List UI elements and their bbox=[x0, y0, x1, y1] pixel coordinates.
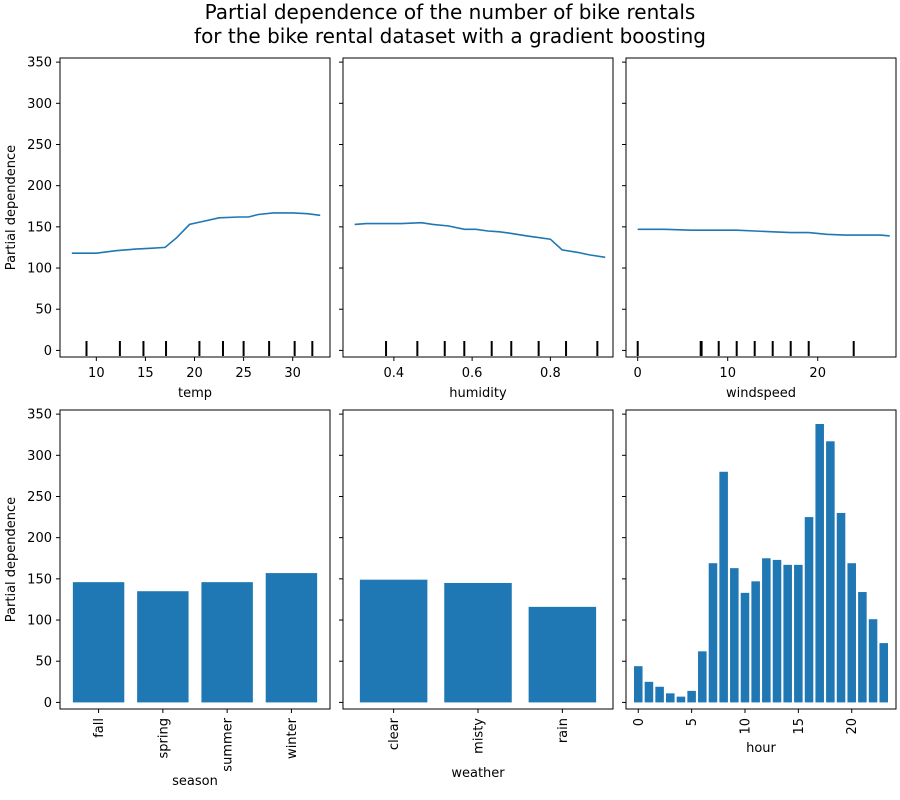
bar-rain bbox=[528, 606, 597, 703]
bar-hour-18 bbox=[826, 441, 835, 703]
axes-frame-1 bbox=[342, 57, 614, 358]
panel-humidity: 0.4 0.6 0.8 humidity bbox=[339, 57, 614, 401]
bar-hour-19 bbox=[836, 512, 846, 703]
title-line-1: Partial dependence of the number of bike… bbox=[204, 0, 696, 24]
y-tick-label-250: 250 bbox=[27, 138, 52, 153]
title-line-2: for the bike rental dataset with a gradi… bbox=[194, 24, 706, 48]
x-tick-label-20: 20 bbox=[845, 718, 860, 735]
y-tick-label-350: 350 bbox=[27, 408, 52, 423]
y-tick-label-250: 250 bbox=[27, 490, 52, 505]
y-tick-label-50: 50 bbox=[35, 303, 52, 318]
bar-hour-23 bbox=[879, 643, 888, 703]
x-axis-label-humidity: humidity bbox=[449, 386, 507, 401]
pd-line-humidity bbox=[354, 221, 606, 259]
x-tick-label-0: 0 bbox=[632, 718, 647, 726]
panel-hour: 0 5 10 15 20 hour bbox=[622, 409, 897, 756]
panel-season: 0 50 100 150 200 250 300 350 fall spring summer win… bbox=[4, 408, 331, 789]
bar-hour-15 bbox=[794, 564, 803, 703]
bar-hour-9 bbox=[730, 568, 739, 703]
bar-hour-5 bbox=[687, 690, 696, 703]
bar-hour-2 bbox=[655, 686, 664, 703]
y-tick-label-200: 200 bbox=[27, 179, 52, 194]
bar-fall bbox=[72, 582, 125, 703]
bar-hour-0 bbox=[634, 666, 643, 703]
bar-hour-10 bbox=[740, 592, 750, 703]
bar-hour-22 bbox=[868, 619, 878, 703]
axes-frame-0 bbox=[59, 57, 331, 358]
x-tick-label-0.4: 0.4 bbox=[384, 366, 405, 381]
bar-hour-3 bbox=[666, 693, 675, 703]
figure-title: Partial dependence of the number of bike… bbox=[0, 0, 900, 48]
y-tick-label-300: 300 bbox=[27, 97, 52, 112]
x-tick-label-fall: fall bbox=[92, 718, 107, 738]
bar-hour-4 bbox=[676, 696, 686, 703]
x-tick-label-25: 25 bbox=[235, 366, 252, 381]
x-tick-label-summer: summer bbox=[221, 717, 236, 771]
panel-weather: clear misty rain weather bbox=[339, 409, 614, 781]
y-tick-label-0: 0 bbox=[44, 696, 52, 711]
x-tick-label-5: 5 bbox=[685, 718, 700, 726]
bar-hour-7 bbox=[708, 563, 718, 703]
y-tick-label-300: 300 bbox=[27, 449, 52, 464]
x-axis-label-temp: temp bbox=[178, 386, 212, 401]
bar-hour-17 bbox=[815, 424, 824, 703]
bar-hour-6 bbox=[698, 651, 707, 703]
x-axis-label-hour: hour bbox=[746, 741, 776, 756]
x-tick-label-30: 30 bbox=[284, 366, 301, 381]
x-axis-label-windspeed: windspeed bbox=[726, 386, 796, 401]
y-tick-label-100: 100 bbox=[27, 262, 52, 277]
y-tick-label-200: 200 bbox=[27, 531, 52, 546]
pd-line-windspeed bbox=[637, 228, 890, 237]
bar-hour-8 bbox=[719, 471, 728, 703]
bar-hour-1 bbox=[644, 681, 654, 703]
x-tick-label-rain: rain bbox=[556, 718, 571, 743]
bar-summer bbox=[201, 582, 253, 703]
x-axis-label-season: season bbox=[172, 774, 218, 789]
bar-hour-11 bbox=[751, 581, 760, 703]
panel-temp: 0 50 100 150 200 250 300 350 10 15 20 25 30 temp Parti… bbox=[4, 56, 331, 401]
bar-misty bbox=[444, 582, 512, 703]
bar-hour-20 bbox=[847, 563, 856, 703]
bar-clear bbox=[359, 579, 428, 703]
y-tick-label-350: 350 bbox=[27, 56, 52, 71]
x-tick-label-0.8: 0.8 bbox=[540, 366, 561, 381]
bar-hour-14 bbox=[783, 564, 792, 703]
x-tick-label-20: 20 bbox=[186, 366, 203, 381]
y-axis-label-0: Partial dependence bbox=[4, 145, 19, 270]
bar-hour-21 bbox=[858, 592, 867, 703]
x-tick-label-spring: spring bbox=[156, 718, 171, 758]
x-axis-label-weather: weather bbox=[451, 766, 505, 781]
x-tick-label-10: 10 bbox=[738, 718, 753, 735]
x-tick-label-clear: clear bbox=[387, 717, 402, 750]
y-tick-label-100: 100 bbox=[27, 614, 52, 629]
bar-spring bbox=[137, 591, 189, 703]
bar-hour-12 bbox=[762, 558, 771, 703]
y-tick-label-50: 50 bbox=[35, 655, 52, 670]
x-tick-label-20: 20 bbox=[809, 366, 826, 381]
pd-line-temp bbox=[71, 212, 321, 254]
x-tick-label-winter: winter bbox=[285, 717, 300, 759]
bar-hour-13 bbox=[772, 559, 782, 703]
x-tick-label-10: 10 bbox=[88, 366, 105, 381]
y-axis-label-3: Partial dependence bbox=[4, 497, 19, 622]
bar-hour-16 bbox=[804, 517, 814, 703]
x-tick-label-0: 0 bbox=[634, 366, 642, 381]
axes-frame-3 bbox=[59, 409, 331, 710]
x-tick-label-15: 15 bbox=[137, 366, 154, 381]
panel-windspeed: 0 10 20 windspeed bbox=[622, 57, 897, 401]
x-tick-label-10: 10 bbox=[719, 366, 736, 381]
y-tick-label-150: 150 bbox=[27, 220, 52, 235]
bar-winter bbox=[265, 573, 318, 703]
y-tick-label-150: 150 bbox=[27, 572, 52, 587]
x-tick-label-0.6: 0.6 bbox=[462, 366, 483, 381]
y-tick-label-0: 0 bbox=[44, 344, 52, 359]
x-tick-label-misty: misty bbox=[472, 718, 487, 754]
x-tick-label-15: 15 bbox=[792, 718, 807, 735]
axes-frame-2 bbox=[625, 57, 897, 358]
axes-frame-5 bbox=[625, 409, 897, 710]
